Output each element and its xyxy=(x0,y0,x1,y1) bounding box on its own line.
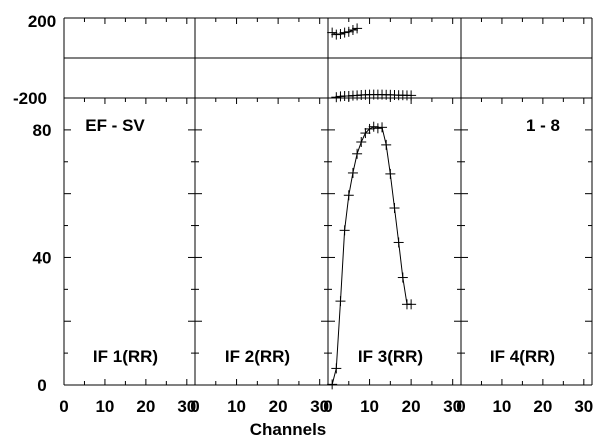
phase-point xyxy=(343,26,354,37)
amp-tick-label: 80 xyxy=(33,121,52,140)
x-tick-label: 10 xyxy=(227,397,246,416)
x-tick-label: 30 xyxy=(177,397,196,416)
panel-label-if3: IF 3(RR) xyxy=(358,347,423,366)
amplitude-point xyxy=(368,121,379,132)
x-tick-label: 0 xyxy=(456,397,465,416)
x-tick-label: 20 xyxy=(533,397,552,416)
amplitude-point xyxy=(385,168,396,179)
panel-label-if1: IF 1(RR) xyxy=(93,347,158,366)
amplitude-point xyxy=(397,272,408,283)
amplitude-point xyxy=(327,379,338,390)
amplitude-point xyxy=(364,123,375,134)
phase-point xyxy=(347,25,358,35)
phase-point xyxy=(406,90,417,101)
panel-title-left: EF - SV xyxy=(85,116,145,135)
x-tick-label: 30 xyxy=(574,397,593,416)
x-tick-label: 20 xyxy=(402,397,421,416)
phase-point xyxy=(339,27,350,38)
amplitude-point xyxy=(343,190,354,201)
amplitude-point xyxy=(352,148,363,159)
amplitude-point xyxy=(393,237,404,248)
amplitude-point xyxy=(347,167,358,178)
x-tick-label: 10 xyxy=(492,397,511,416)
x-tick-label: 20 xyxy=(136,397,155,416)
amplitude-point xyxy=(339,225,350,236)
amplitude-curve xyxy=(331,126,412,385)
phase-point xyxy=(331,29,342,40)
panel-label-if2: IF 2(RR) xyxy=(225,347,290,366)
amp-tick-label: 0 xyxy=(37,376,46,395)
x-tick-label: 0 xyxy=(323,397,332,416)
phase-point xyxy=(331,92,342,103)
x-tick-label: 30 xyxy=(443,397,462,416)
x-axis-title: Channels xyxy=(250,420,327,439)
phase-tick-label: -200 xyxy=(13,89,47,108)
phase-tick-label: 200 xyxy=(28,12,56,31)
panel-label-if4: IF 4(RR) xyxy=(490,347,555,366)
amplitude-point xyxy=(406,299,417,310)
panel-title-right: 1 - 8 xyxy=(526,116,560,135)
amplitude-point xyxy=(335,296,346,307)
amplitude-point xyxy=(360,128,371,139)
x-tick-label: 0 xyxy=(190,397,199,416)
amplitude-point xyxy=(389,203,400,214)
x-tick-label: 20 xyxy=(269,397,288,416)
amplitude-point xyxy=(381,139,392,150)
amplitude-point xyxy=(377,122,388,133)
x-tick-label: 0 xyxy=(59,397,68,416)
x-tick-label: 10 xyxy=(360,397,379,416)
x-tick-label: 10 xyxy=(95,397,114,416)
amplitude-point xyxy=(356,137,367,148)
amplitude-point xyxy=(372,123,383,134)
phase-point xyxy=(352,23,363,34)
x-tick-label: 30 xyxy=(310,397,329,416)
amplitude-point xyxy=(331,363,342,374)
phase-point xyxy=(327,27,338,38)
phase-point xyxy=(335,29,346,39)
amp-tick-label: 40 xyxy=(33,248,52,267)
